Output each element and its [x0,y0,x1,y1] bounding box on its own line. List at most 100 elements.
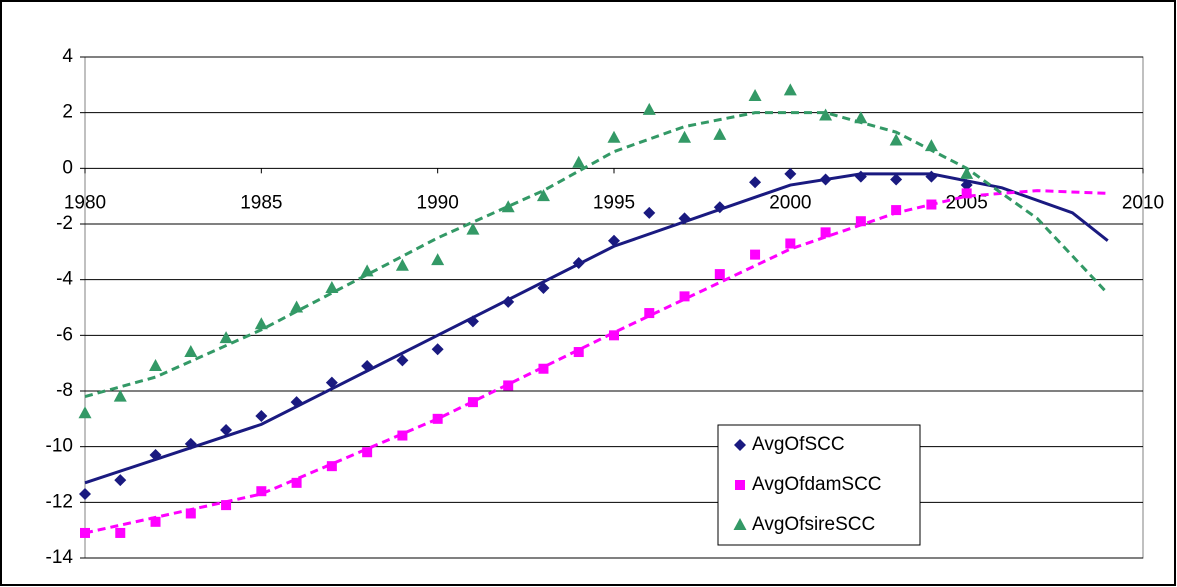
point [925,170,938,183]
point [466,222,480,235]
trend-line [84,189,1108,535]
point [78,406,92,419]
x-tick-label: 1995 [593,192,635,213]
y-tick-label: -6 [56,324,73,345]
point [679,291,690,302]
point [891,205,902,216]
point [854,111,868,124]
x-tick-label: 1985 [240,192,282,213]
y-tick-label: 2 [62,102,73,123]
point [113,389,127,402]
legend-label: AvgOfSCC [752,434,845,455]
point [960,179,973,192]
point [501,200,515,213]
point [609,330,619,341]
x-tick-label: 2010 [1122,192,1164,213]
point [290,300,304,313]
point [149,449,162,462]
point [961,188,972,199]
point [467,397,478,408]
y-tick-label: -8 [56,380,73,401]
point [783,83,797,96]
point [748,88,762,101]
point [150,516,161,527]
y-tick-label: -12 [46,491,73,512]
point [538,363,549,374]
point [184,345,198,358]
point [255,410,268,423]
point [503,380,514,391]
legend-label: AvgOfsireSCC [752,514,875,535]
point [325,376,338,389]
point [926,199,937,210]
point [572,155,586,168]
y-tick-label: -10 [46,436,73,457]
point [714,269,725,280]
point [397,430,408,441]
point [80,527,90,538]
point [785,238,796,249]
y-tick-label: -2 [56,213,73,234]
y-tick-label: 0 [62,157,73,178]
point [431,343,444,356]
legend-marker [735,480,745,490]
legend-marker [734,439,746,451]
y-tick-label: 4 [62,46,73,67]
point [713,201,726,214]
point [572,256,585,269]
point [607,130,621,143]
point [254,317,268,330]
x-tick-label: 2000 [769,192,811,213]
point [502,295,515,308]
point [890,173,903,186]
point [219,331,233,344]
point [750,249,761,260]
point [184,437,197,450]
point [819,173,832,186]
point [643,206,656,219]
point [855,216,866,227]
point [114,474,127,487]
point [644,308,655,319]
point [889,133,903,146]
point [960,166,974,179]
point [185,508,196,519]
point [431,253,445,266]
y-tick-label: -14 [46,547,74,568]
point [432,413,443,424]
y-tick-label: -4 [56,269,73,290]
legend-label: AvgOfdamSCC [752,474,882,495]
legend-marker [733,518,747,530]
point [924,139,938,152]
x-tick-label: 1990 [417,192,459,213]
point [678,212,691,225]
point [220,423,233,436]
point [361,359,374,372]
point [396,354,409,367]
point [608,234,620,247]
point [360,264,374,277]
point [784,167,797,180]
point [79,487,91,500]
point [115,527,126,538]
point [573,347,584,358]
point [820,227,831,238]
point [395,258,409,271]
point [713,127,727,140]
x-tick-label: 1980 [64,192,106,213]
point [537,282,550,295]
point [325,281,339,294]
point [854,170,867,183]
point [819,108,833,121]
legend [717,424,921,546]
point [291,477,302,488]
point [536,189,550,202]
point [290,396,303,409]
point [256,486,267,497]
point [149,358,163,371]
point [749,176,762,189]
point [466,315,479,328]
point [221,500,232,511]
